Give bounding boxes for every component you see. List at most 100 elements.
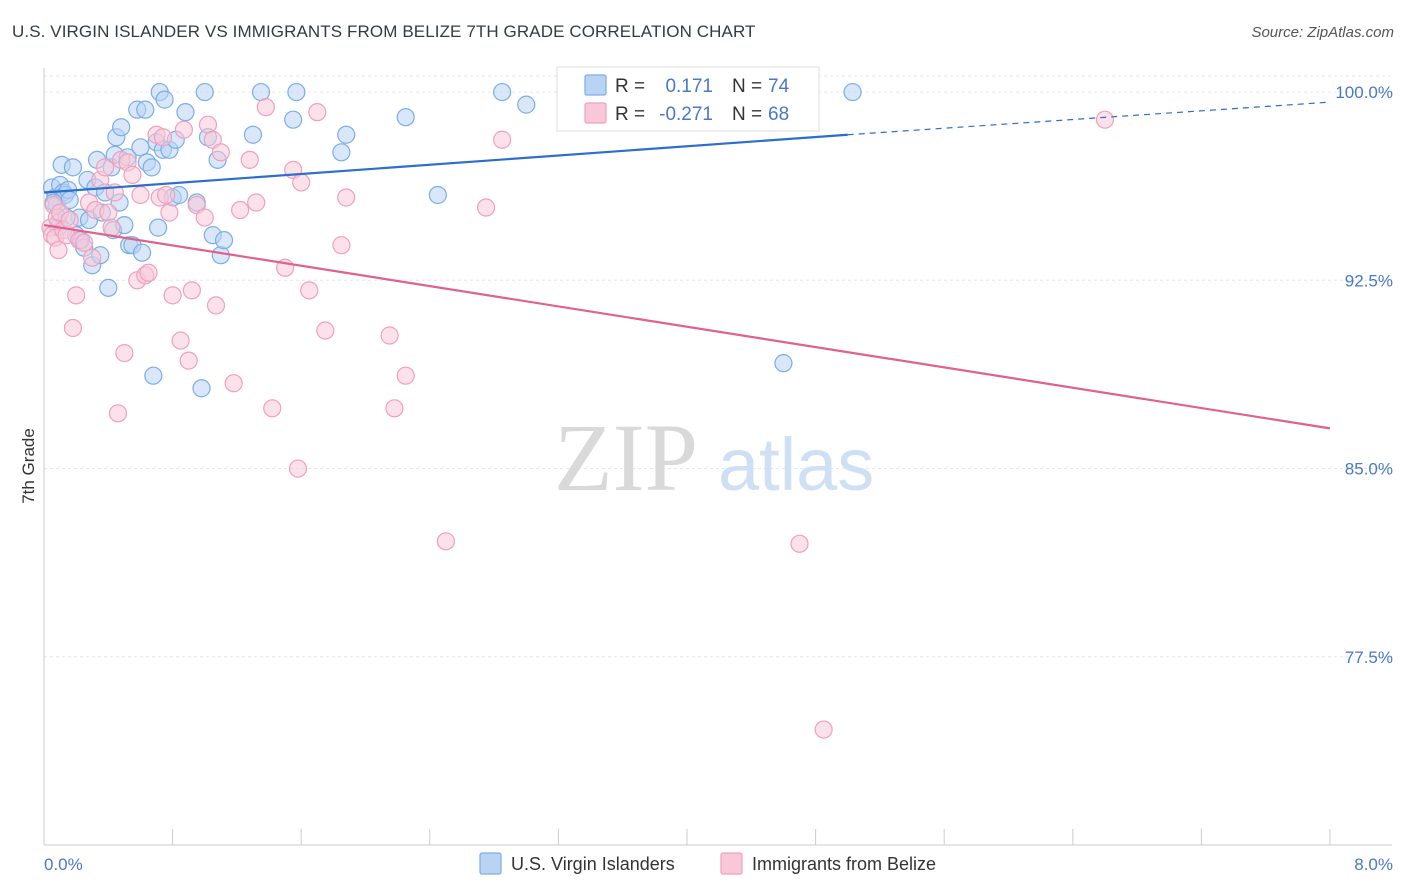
belize-point <box>436 532 455 551</box>
belize-point <box>263 399 282 418</box>
belize-point <box>83 248 102 267</box>
bottom-legend-label-belize: Immigrants from Belize <box>752 854 936 874</box>
trend-line-virgin-islanders <box>43 133 848 194</box>
belize-point <box>288 459 308 478</box>
chart-title: U.S. VIRGIN ISLANDER VS IMMIGRANTS FROM … <box>12 22 756 41</box>
belize-point <box>316 321 335 340</box>
virgin-islanders-point <box>132 243 152 262</box>
belize-point <box>476 198 496 217</box>
x-tick-label-min: 0.0% <box>44 855 83 874</box>
belize-point <box>231 200 250 220</box>
y-tick-label: 92.5% <box>1345 271 1393 290</box>
virgin-islanders-point <box>428 185 447 205</box>
belize-point <box>153 128 173 147</box>
belize-point <box>67 286 86 305</box>
belize-point <box>814 720 833 739</box>
virgin-islanders-point <box>63 158 83 177</box>
belize-point <box>163 286 182 305</box>
belize-point <box>139 263 158 282</box>
x-tick-label-max: 8.0% <box>1354 855 1393 874</box>
belize-point <box>182 281 201 300</box>
belize-point <box>308 103 327 122</box>
belize-point <box>337 188 356 207</box>
y-axis-label: 7th Grade <box>19 428 38 504</box>
virgin-islanders-point <box>195 82 214 102</box>
bottom-legend-swatch-belize <box>720 852 743 875</box>
bottom-legend-swatch-virgin-islanders <box>479 852 502 875</box>
belize-point <box>131 185 150 205</box>
legend-n-value-2: 68 <box>768 104 789 125</box>
belize-point <box>385 399 404 418</box>
trend-line-belize <box>43 224 1331 430</box>
y-tick-label: 77.5% <box>1345 648 1393 667</box>
belize-point <box>63 318 83 338</box>
top-legend: R = 0.171 N = 74 R = -0.271 N = 68 <box>556 66 820 132</box>
belize-point <box>1095 110 1115 129</box>
belize-point <box>179 351 198 370</box>
virgin-islanders-point <box>843 82 862 102</box>
virgin-islanders-point <box>136 100 155 119</box>
legend-r-label-2: R = <box>615 104 645 125</box>
y-tick-label: 100.0% <box>1335 83 1393 102</box>
virgin-islanders-point <box>243 125 263 144</box>
belize-point <box>396 366 415 385</box>
belize-point <box>380 326 399 345</box>
virgin-islanders-point <box>144 366 163 385</box>
legend-r-label-1: R = <box>615 76 645 97</box>
virgin-islanders-point <box>176 103 195 122</box>
belize-point <box>332 236 351 255</box>
legend-swatch-virgin-islanders <box>584 74 607 96</box>
belize-point <box>247 193 266 212</box>
virgin-islanders-point <box>517 95 536 114</box>
watermark: ZIP atlas <box>554 404 874 511</box>
belize-point <box>99 203 118 222</box>
belize-point <box>240 150 259 169</box>
virgin-islanders-point <box>211 246 230 265</box>
belize-point <box>174 120 193 139</box>
belize-point <box>115 343 134 363</box>
belize-point <box>195 208 214 227</box>
belize-point <box>292 173 311 192</box>
virgin-islanders-point <box>131 138 150 157</box>
y-tick-labels: 100.0% 92.5% 85.0% 77.5% <box>1335 83 1393 667</box>
y-tick-label: 85.0% <box>1345 460 1393 479</box>
belize-point <box>49 241 68 260</box>
belize-point <box>160 203 179 222</box>
legend-n-label-1: N = <box>732 76 762 97</box>
series-belize-points <box>41 82 1115 739</box>
virgin-islanders-point <box>251 82 271 102</box>
virgin-islanders-point <box>99 278 118 297</box>
belize-point <box>123 165 142 184</box>
virgin-islanders-point <box>396 108 415 127</box>
belize-point <box>206 296 226 315</box>
virgin-islanders-point <box>284 110 303 129</box>
legend-r-value-1: 0.171 <box>665 76 713 97</box>
belize-point <box>198 115 218 134</box>
belize-point <box>171 331 190 350</box>
virgin-islanders-point <box>774 354 793 373</box>
belize-point <box>157 185 176 205</box>
trend-line-virgin-islanders-extension <box>847 101 1331 136</box>
belize-point <box>108 404 128 423</box>
watermark-zip: ZIP <box>554 404 698 511</box>
legend-swatch-belize <box>584 102 607 124</box>
bottom-legend: U.S. Virgin Islanders Immigrants from Be… <box>479 852 936 875</box>
axes <box>43 68 1392 846</box>
virgin-islanders-point <box>493 82 512 102</box>
legend-n-label-2: N = <box>732 104 762 125</box>
virgin-islanders-point <box>142 158 161 177</box>
virgin-islanders-point <box>214 231 234 250</box>
belize-point <box>102 218 121 237</box>
virgin-islanders-point <box>112 118 131 137</box>
virgin-islanders-point <box>332 143 351 162</box>
belize-point <box>60 210 79 230</box>
belize-point <box>256 98 275 117</box>
virgin-islanders-point <box>337 125 356 144</box>
legend-n-value-1: 74 <box>768 76 790 97</box>
trend-lines <box>43 101 1331 430</box>
x-tick-labels: 0.0% 8.0% <box>44 855 1393 874</box>
watermark-atlas: atlas <box>718 423 874 506</box>
belize-point <box>75 233 94 252</box>
